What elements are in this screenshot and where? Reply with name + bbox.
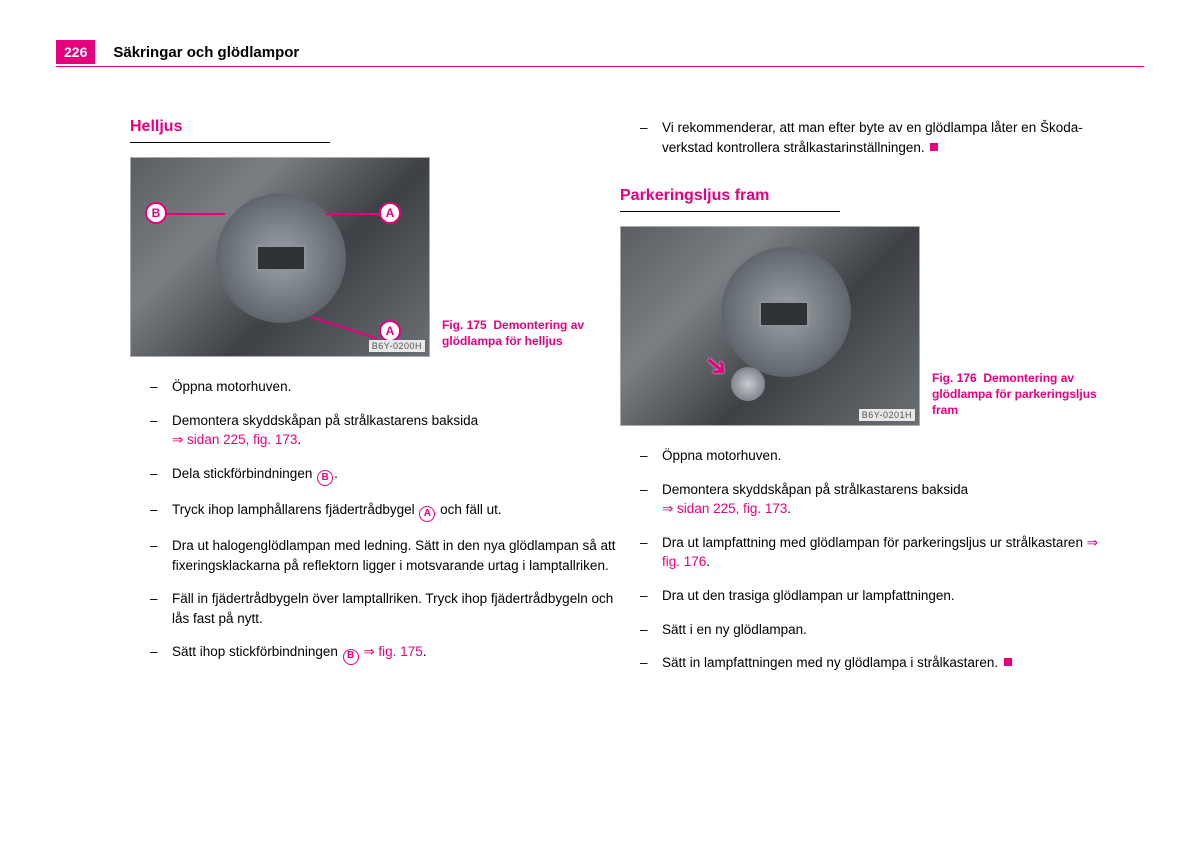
- step: Öppna motorhuven.: [150, 377, 620, 397]
- step: Tryck ihop lamphållarens fjädertrådbygel…: [150, 500, 620, 522]
- step: Dra ut halogenglödlampan med ledning. Sä…: [150, 536, 620, 575]
- step: Öppna motorhuven.: [640, 446, 1110, 466]
- end-marker: [1004, 658, 1012, 666]
- cross-ref[interactable]: ⇒ sidan 225, fig. 173: [662, 501, 787, 516]
- figure-176-image: ➔ B6Y-0201H: [620, 226, 920, 426]
- heading-rule: [130, 142, 330, 143]
- heading-rule: [620, 211, 840, 212]
- step: Dra ut lampfattning med glödlampan för p…: [640, 533, 1110, 572]
- step: Fäll in fjädertrådbygeln över lamptallri…: [150, 589, 620, 628]
- inline-label-B: B: [317, 470, 333, 486]
- inline-label-B: B: [343, 649, 359, 665]
- step: Demontera skyddskåpan på strålkastarens …: [640, 480, 1110, 519]
- section-heading-helljus: Helljus: [130, 118, 620, 136]
- step: Sätt ihop stickförbindningen B ⇒ fig. 17…: [150, 642, 620, 664]
- step: Dra ut den trasiga glödlampan ur lampfat…: [640, 586, 1110, 606]
- right-column: Vi rekommenderar, att man efter byte av …: [620, 118, 1110, 687]
- steps-parkeringsljus: Öppna motorhuven. Demontera skyddskåpan …: [640, 446, 1110, 673]
- figure-176-caption: Fig. 176 Demontering av glödlampa för pa…: [932, 370, 1102, 427]
- page-header: 226 Säkringar och glödlampor: [56, 40, 299, 64]
- inline-label-A: A: [419, 506, 435, 522]
- figure-176-code: B6Y-0201H: [859, 409, 915, 421]
- step: Sätt i en ny glödlampan.: [640, 620, 1110, 640]
- header-rule: [56, 66, 1144, 67]
- section-heading-parkeringsljus: Parkeringsljus fram: [620, 187, 1110, 205]
- figure-175-code: B6Y-0200H: [369, 340, 425, 352]
- step: Vi rekommenderar, att man efter byte av …: [640, 118, 1110, 157]
- step: Demontera skyddskåpan på strålkastarens …: [150, 411, 620, 450]
- figure-label-A-top: A: [379, 202, 401, 224]
- cross-ref[interactable]: ⇒ fig. 175: [360, 644, 423, 659]
- steps-continuation: Vi rekommenderar, att man efter byte av …: [640, 118, 1110, 157]
- step: Dela stickförbindningen B.: [150, 464, 620, 486]
- figure-175-caption: Fig. 175 Demontering av glödlampa för he…: [442, 317, 612, 357]
- figure-175: B A A B6Y-0200H Fig. 175 Demontering av …: [130, 157, 620, 357]
- cross-ref[interactable]: ⇒ sidan 225, fig. 173: [172, 432, 297, 447]
- figure-176: ➔ B6Y-0201H Fig. 176 Demontering av glöd…: [620, 226, 1110, 426]
- figure-175-image: B A A B6Y-0200H: [130, 157, 430, 357]
- page-number-tab: 226: [56, 40, 95, 64]
- left-column: Helljus B A A B6Y-0200H Fig. 175 Demonte…: [130, 118, 620, 679]
- figure-label-B: B: [145, 202, 167, 224]
- steps-helljus: Öppna motorhuven. Demontera skyddskåpan …: [150, 377, 620, 665]
- figure-label-A-bottom: A: [379, 320, 401, 342]
- chapter-title: Säkringar och glödlampor: [113, 44, 299, 61]
- end-marker: [930, 143, 938, 151]
- step: Sätt in lampfattningen med ny glödlampa …: [640, 653, 1110, 673]
